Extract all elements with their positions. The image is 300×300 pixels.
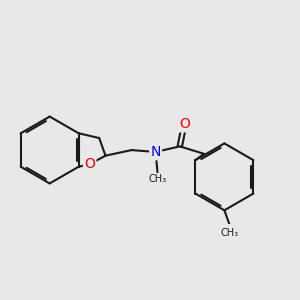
- Text: CH₃: CH₃: [221, 228, 239, 238]
- Text: CH₃: CH₃: [148, 174, 166, 184]
- Text: O: O: [84, 157, 95, 171]
- Text: O: O: [179, 117, 190, 131]
- Text: N: N: [151, 145, 161, 159]
